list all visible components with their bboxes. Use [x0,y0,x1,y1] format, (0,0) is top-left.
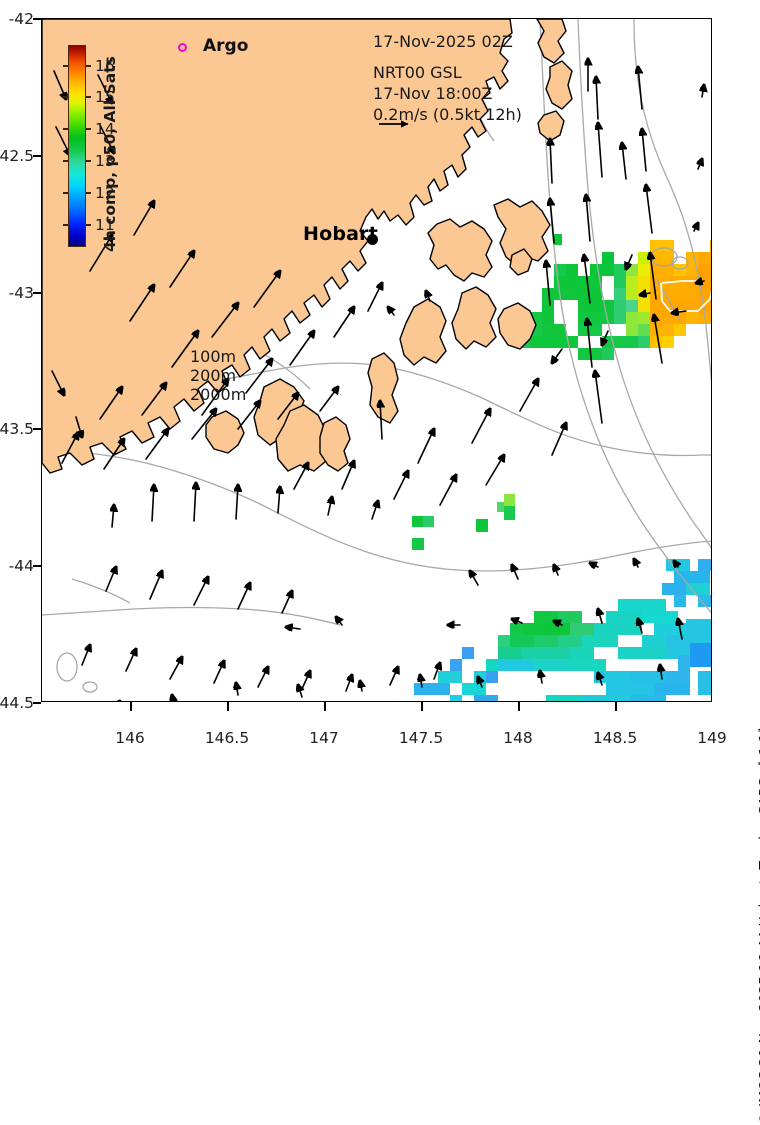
y-tick-mark [33,565,41,567]
colorbar-tick [86,160,91,162]
colorbar[interactable]: 16 15 14 13 12 11 [63,45,115,247]
x-tick-label: 146.5 [204,729,250,747]
colorbar-tick [63,224,68,226]
city-marker-hobart [367,234,378,245]
y-tick-label: -43.5 [0,420,34,438]
argo-legend-label: Argo [203,36,249,56]
colorbar-tick-label: 13 [95,152,115,170]
x-tick-mark [227,702,229,711]
y-tick-mark [33,155,41,157]
y-tick-mark [33,702,41,704]
colorbar-tick-label: 16 [95,57,115,75]
map-canvas [42,19,711,701]
city-label-hobart: Hobart [303,223,379,245]
vector-scale-arrow-icon [379,120,409,128]
x-tick-mark [130,702,132,711]
x-tick-mark [615,702,617,711]
colorbar-tick-label: 11 [95,216,115,234]
x-tick-label: 148.5 [592,729,638,747]
model-name-label: NRT00 GSL [373,63,462,82]
colorbar-tick [86,96,91,98]
map-plot-area[interactable] [41,18,712,702]
colorbar-tick-label: 12 [95,184,115,202]
y-tick-label: -44.5 [0,694,34,712]
colorbar-tick [63,160,68,162]
argo-marker-icon [178,43,187,52]
colorbar-tick [86,128,91,130]
bathymetry-label-200m: 200m [190,366,237,385]
colorbar-title: 4h comp, p50, All Sats [101,56,119,252]
colorbar-tick [63,128,68,130]
bathymetry-label-100m: 100m [190,347,237,366]
x-tick-label: 149 [697,729,727,747]
y-tick-label: -42 [8,10,34,28]
current-vector-field [51,59,704,701]
x-tick-label: 147.5 [398,729,444,747]
sst-heatmap-layer [412,234,711,701]
x-tick-mark [518,702,520,711]
y-tick-label: -44 [8,557,34,575]
y-tick-mark [33,292,41,294]
colorbar-tick [63,65,68,67]
x-tick-label: 147 [309,729,339,747]
colorbar-tick [86,224,91,226]
x-tick-mark [421,702,423,711]
y-tick-label: -43 [8,284,34,302]
x-tick-mark [324,702,326,711]
colorbar-gradient [68,45,86,247]
colorbar-tick-label: 14 [95,120,115,138]
colorbar-tick-label: 15 [95,88,115,106]
bathymetry-label-2000m: 2000m [190,385,247,404]
colorbar-tick [86,192,91,194]
y-tick-label: -42.5 [0,147,34,165]
model-time-label: 17-Nov 18:00Z [373,84,493,103]
x-tick-label: 146 [115,729,145,747]
y-tick-mark [33,428,41,430]
colorbar-tick [86,65,91,67]
figure-root: -42 -42.5 -43 -43.5 -44 -44.5 146 146.5 … [0,10,760,1125]
timestamp-label: 17-Nov-2025 02Z [373,32,513,51]
tasmania-landmass [42,19,513,474]
x-tick-label: 148 [503,729,533,747]
colorbar-tick [63,192,68,194]
y-tick-mark [33,18,41,20]
vector-scale-label: 0.2m/s (0.5kt 12h) [373,105,522,124]
colorbar-tick [63,96,68,98]
